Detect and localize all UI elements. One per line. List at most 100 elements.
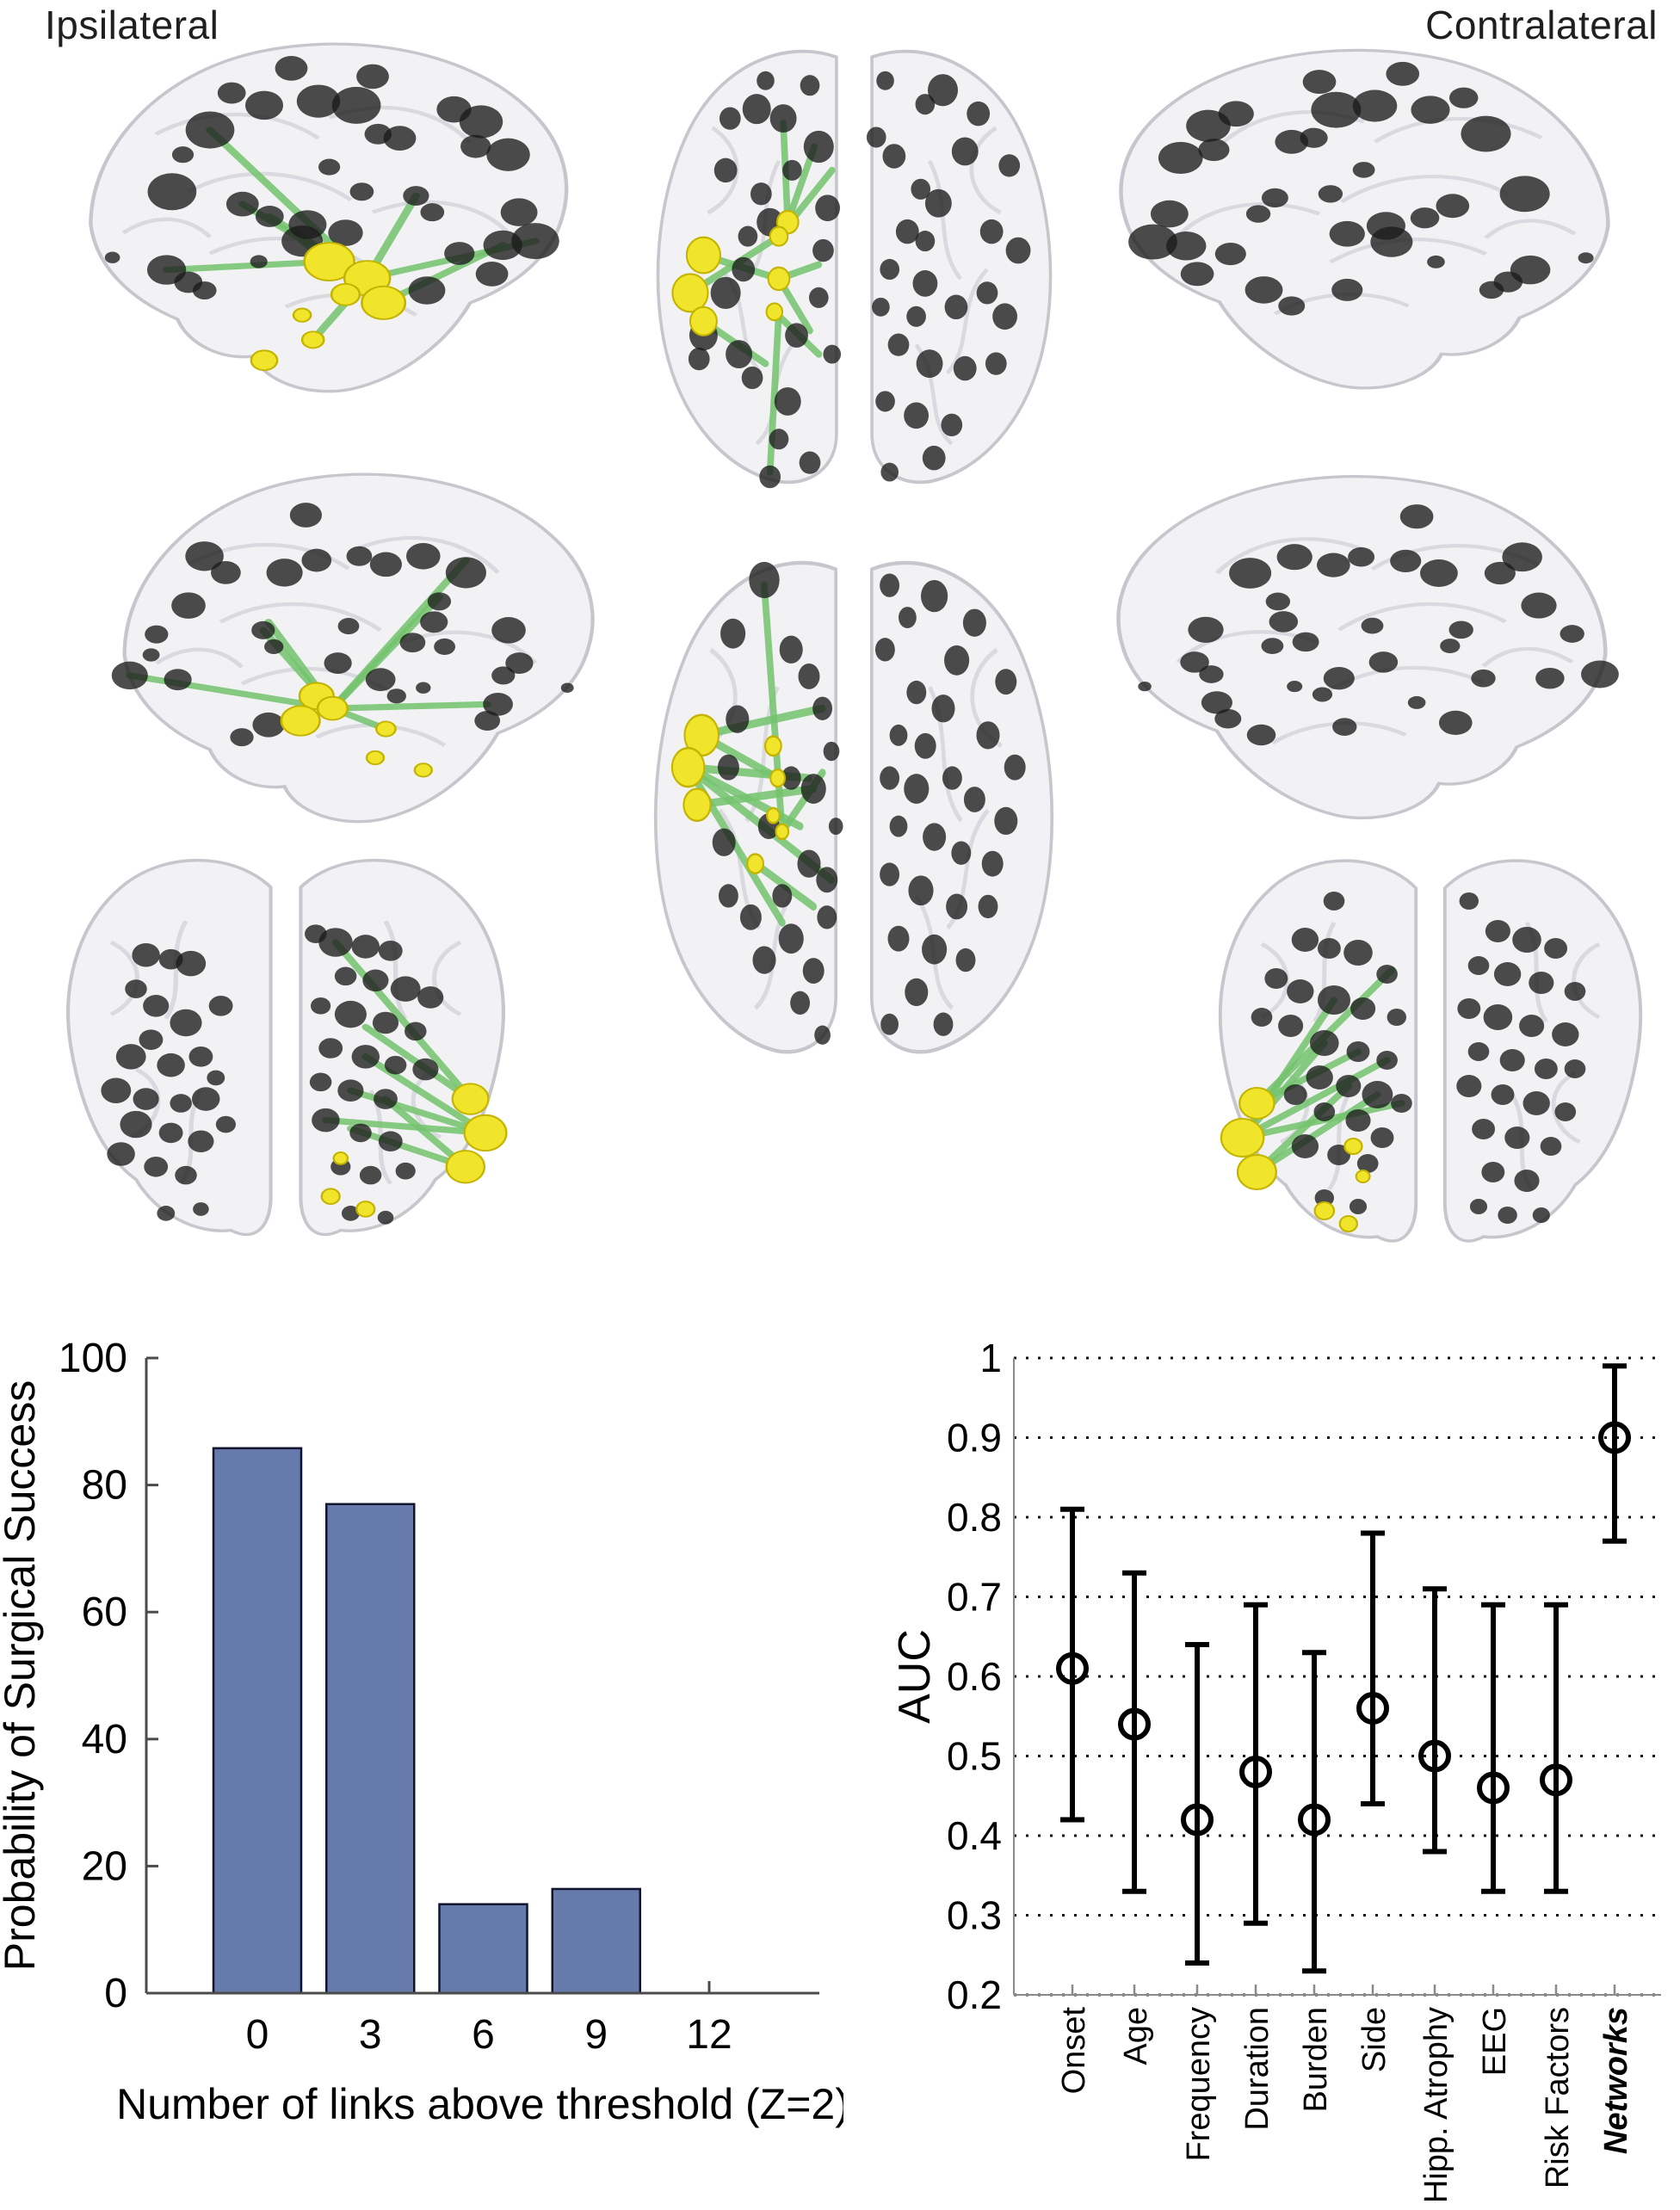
brain-node [445, 557, 486, 589]
brain-node [328, 219, 363, 246]
brain-node [1581, 660, 1619, 688]
brain-node [311, 997, 331, 1015]
brain-node [1278, 1015, 1304, 1037]
brain-node [104, 251, 120, 263]
network-edge [322, 1116, 490, 1137]
y-tick-label: 80 [82, 1463, 127, 1509]
brain-node [944, 294, 968, 320]
brain-surface [299, 858, 505, 1237]
brain-node [1499, 1049, 1525, 1071]
brain-node [895, 219, 919, 244]
brain-node [1514, 1170, 1540, 1192]
brain-node [914, 732, 936, 759]
brain-node [1376, 965, 1398, 984]
brain-node [880, 573, 900, 597]
brain-node [1198, 139, 1230, 162]
brain-node [946, 893, 968, 920]
brain-node [790, 991, 811, 1015]
brain-node [738, 225, 758, 247]
y-tick-label: 0.2 [947, 1972, 1002, 2017]
brain-node [720, 618, 746, 649]
cortical-fold [1551, 1071, 1581, 1145]
seed-node [292, 307, 312, 323]
seed-node [1236, 1154, 1277, 1190]
brain-node [351, 935, 380, 959]
bar-3 [325, 1503, 416, 1995]
auc-point-EEG [1477, 1771, 1510, 1805]
brain-node [115, 1044, 146, 1070]
brain-node [460, 134, 491, 158]
brain-node [145, 625, 169, 644]
cortical-fold [945, 268, 989, 375]
brain-node [994, 806, 1018, 836]
brain-node [992, 303, 1018, 330]
brain-render-sagittal-ipsilateral-top [89, 42, 569, 393]
brain-node [346, 546, 373, 566]
brain-node [981, 850, 1004, 877]
brain-node [823, 344, 842, 364]
seed-node [769, 225, 789, 247]
y-tick-label: 20 [82, 1843, 127, 1889]
brain-node [420, 203, 445, 222]
brain-node [483, 692, 513, 716]
brain-node [157, 1053, 185, 1077]
brain-node [144, 1156, 169, 1177]
cortical-fold [154, 112, 320, 140]
brain-node [1386, 61, 1420, 86]
brain-node [904, 774, 930, 804]
brain-node [1483, 1004, 1513, 1030]
brain-node [962, 608, 986, 637]
brain-node [444, 242, 475, 265]
brain-node [143, 995, 170, 1017]
y-tick-label: 0.4 [947, 1813, 1002, 1858]
brain-node [511, 223, 559, 260]
brain-node [887, 333, 910, 356]
brain-node [963, 787, 985, 812]
brain-node [139, 1029, 164, 1050]
brain-node [1264, 968, 1288, 989]
brain-node [1229, 558, 1272, 589]
brain-node [710, 276, 741, 309]
seed-node [332, 1151, 349, 1165]
y-tick-label: 1 [979, 1336, 1002, 1380]
brain-node [922, 445, 946, 471]
brain-node [1311, 91, 1362, 128]
brain-node [120, 1110, 152, 1139]
brain-node [1411, 96, 1450, 124]
brain-node [185, 111, 235, 149]
brain-node [1436, 194, 1470, 219]
brain-render-sagittal-contralateral-top [1119, 48, 1610, 390]
brain-node [125, 979, 147, 998]
brain-node [158, 1122, 183, 1144]
brain-node [911, 178, 931, 200]
x-category-label-Hipp. Atrophy: Hipp. Atrophy [1418, 2007, 1455, 2203]
brain-render-sagittal-ipsilateral-middle [111, 472, 595, 824]
brain-node [1312, 687, 1333, 702]
brain-node [374, 1089, 398, 1109]
bar-chart: 0 20 40 60 80 100 0 3 6 9 12 Number of links above … [0, 1336, 843, 2128]
brain-node [384, 1055, 407, 1075]
brain-node [953, 355, 977, 381]
brain-node [395, 1162, 416, 1180]
brain-node [1214, 708, 1242, 729]
brain-node [266, 559, 303, 587]
brain-node [334, 1000, 367, 1028]
brain-node [880, 1013, 899, 1035]
brain-node [1186, 109, 1231, 142]
brain-node [880, 862, 900, 886]
brain-node [255, 206, 284, 227]
brain-node [1469, 1199, 1488, 1214]
brain-node [434, 638, 455, 655]
brain-node [726, 705, 750, 733]
brain-node [1407, 695, 1426, 709]
brain-node [1291, 1134, 1319, 1158]
seed-node [670, 747, 706, 788]
brain-node [211, 561, 241, 584]
brain-node [1361, 617, 1384, 634]
brain-node [1368, 651, 1399, 673]
brain-node [1521, 592, 1557, 619]
brain-node [1265, 592, 1291, 611]
brain-node [383, 126, 417, 151]
brain-node [924, 188, 952, 218]
brain-node [191, 1087, 220, 1111]
